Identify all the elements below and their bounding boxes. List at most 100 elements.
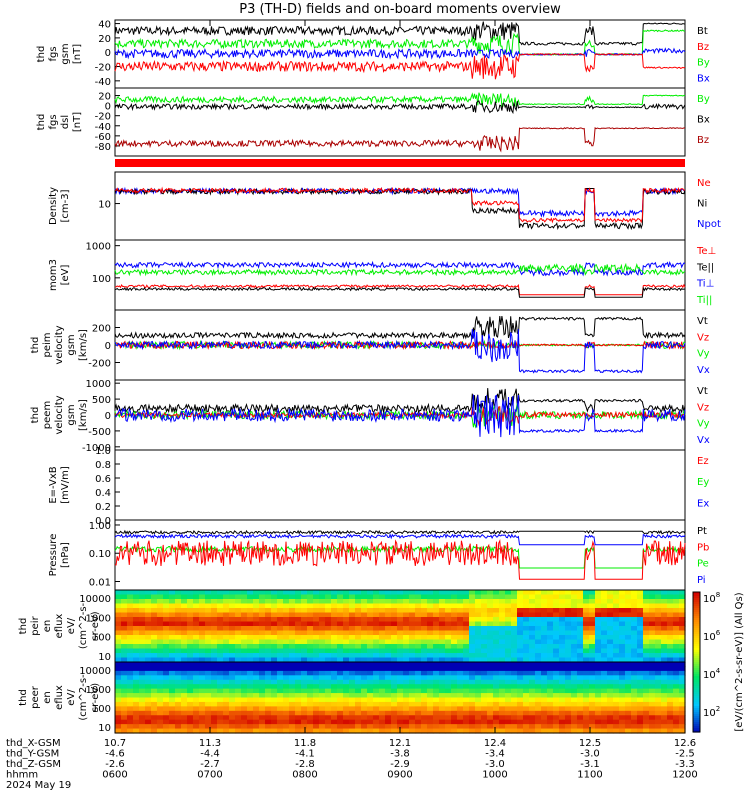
heatmap-peer-cell (673, 706, 680, 712)
heatmap-peer-cell (565, 666, 572, 672)
heatmap-peer-cell (259, 724, 266, 730)
colorbar-cell (693, 648, 700, 651)
heatmap-peir-cell (379, 653, 386, 659)
ytick-pressure-1: 0.10 (89, 549, 111, 560)
heatmap-peer-cell (487, 715, 494, 721)
heatmap-peir-cell (169, 639, 176, 645)
heatmap-peer-cell (247, 697, 254, 703)
heatmap-peir-cell (121, 630, 128, 636)
heatmap-peir-cell (415, 630, 422, 636)
heatmap-peir-cell (535, 648, 542, 654)
heatmap-peir-cell (349, 608, 356, 614)
heatmap-peer-cell (463, 719, 470, 725)
heatmap-peir-cell (127, 635, 134, 641)
heatmap-peer-cell (577, 675, 584, 681)
heatmap-peir-cell (613, 608, 620, 614)
heatmap-peer-cell (229, 670, 236, 676)
heatmap-peir-cell (325, 608, 332, 614)
heatmap-peir-cell (151, 657, 158, 663)
heatmap-peir-cell (337, 653, 344, 659)
heatmap-peer-cell (601, 728, 608, 734)
heatmap-peer-cell (139, 688, 146, 694)
xrow-3-value-6: 1200 (672, 770, 697, 781)
heatmap-peer-cell (571, 724, 578, 730)
heatmap-peir-cell (457, 639, 464, 645)
heatmap-peer-cell (667, 719, 674, 725)
heatmap-peer-cell (181, 679, 188, 685)
heatmap-peer-cell (595, 693, 602, 699)
heatmap-peer-cell (511, 675, 518, 681)
heatmap-peir-cell (481, 635, 488, 641)
heatmap-peir-cell (463, 635, 470, 641)
heatmap-peir-cell (679, 594, 686, 600)
heatmap-peer-cell (361, 679, 368, 685)
heatmap-peir-cell (445, 612, 452, 618)
heatmap-peir-cell (529, 630, 536, 636)
heatmap-peir-cell (571, 657, 578, 663)
heatmap-peir-cell (511, 621, 518, 627)
heatmap-peer-cell (211, 684, 218, 690)
heatmap-peer-cell (415, 724, 422, 730)
heatmap-peer-cell (235, 675, 242, 681)
heatmap-peer-cell (499, 684, 506, 690)
heatmap-peer-cell (595, 728, 602, 734)
heatmap-peir-cell (511, 626, 518, 632)
heatmap-peir-cell (529, 648, 536, 654)
heatmap-peir-cell (547, 603, 554, 609)
heatmap-peer-cell (355, 666, 362, 672)
ylabel-density-0: Density (48, 187, 59, 225)
heatmap-peir-cell (277, 644, 284, 650)
heatmap-peer-cell (535, 670, 542, 676)
heatmap-peer-cell (655, 697, 662, 703)
heatmap-peer-cell (217, 706, 224, 712)
heatmap-peir-cell (247, 594, 254, 600)
heatmap-peir-cell (115, 621, 122, 627)
heatmap-peir-cell (499, 639, 506, 645)
heatmap-peer-cell (679, 675, 686, 681)
heatmap-peir-cell (469, 621, 476, 627)
heatmap-peir-cell (649, 639, 656, 645)
heatmap-peer-cell (259, 728, 266, 734)
heatmap-peer-cell (205, 715, 212, 721)
heatmap-peir-cell (571, 644, 578, 650)
heatmap-peir-cell (379, 639, 386, 645)
heatmap-peer-cell (463, 662, 470, 668)
heatmap-peir-cell (451, 612, 458, 618)
heatmap-peir-cell (583, 653, 590, 659)
heatmap-peer-cell (337, 710, 344, 716)
heatmap-peer-cell (457, 679, 464, 685)
heatmap-peir-cell (649, 612, 656, 618)
heatmap-peer-cell (295, 670, 302, 676)
heatmap-peir-cell (655, 635, 662, 641)
heatmap-peir-cell (289, 653, 296, 659)
heatmap-peer-cell (157, 728, 164, 734)
heatmap-peir-cell (187, 635, 194, 641)
heatmap-peir-cell (307, 608, 314, 614)
heatmap-peir-cell (607, 639, 614, 645)
heatmap-peir-cell (637, 608, 644, 614)
heatmap-peir-cell (343, 648, 350, 654)
heatmap-peir-cell (445, 635, 452, 641)
heatmap-peir-cell (277, 630, 284, 636)
heatmap-peir-cell (277, 648, 284, 654)
heatmap-peir-cell (145, 621, 152, 627)
heatmap-peir-cell (499, 590, 506, 596)
heatmap-peir-cell (187, 639, 194, 645)
heatmap-peer-cell (181, 666, 188, 672)
heatmap-peir-cell (409, 617, 416, 623)
heatmap-peer-cell (619, 719, 626, 725)
ytick-fgs_dsl-3: -40 (95, 122, 111, 133)
heatmap-peer-cell (451, 697, 458, 703)
heatmap-peer-cell (193, 666, 200, 672)
heatmap-peer-cell (319, 688, 326, 694)
heatmap-peir-cell (463, 608, 470, 614)
heatmap-peir-cell (217, 635, 224, 641)
heatmap-peer-cell (529, 724, 536, 730)
heatmap-peer-cell (205, 697, 212, 703)
heatmap-peir-cell (607, 617, 614, 623)
heatmap-peir-cell (511, 657, 518, 663)
heatmap-peer-cell (181, 662, 188, 668)
heatmap-peir-cell (283, 617, 290, 623)
heatmap-peir-cell (469, 648, 476, 654)
heatmap-peir-cell (463, 657, 470, 663)
